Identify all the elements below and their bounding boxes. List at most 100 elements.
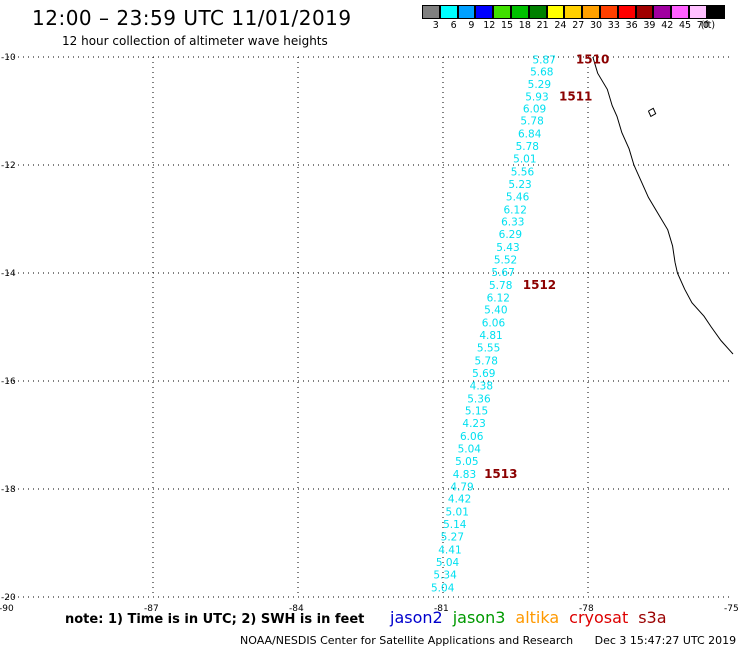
legend-swatch xyxy=(475,5,494,19)
swh-value: 5.78 xyxy=(475,355,498,367)
legend-swatch xyxy=(706,5,725,19)
lat-tick-label: -20 xyxy=(1,593,16,603)
legend-label: 24 xyxy=(554,20,567,31)
legend-label: 21 xyxy=(536,20,549,31)
legend-swatch xyxy=(439,5,458,19)
swh-value: 5.78 xyxy=(520,116,543,128)
legend-labels: 3 6 9 12 15 18 21 24 27 30 33 36 39 42 45 70 (ft) xyxy=(422,19,725,31)
legend-swatch xyxy=(635,5,654,19)
lon-tick-label: -81 xyxy=(434,604,449,614)
legend-swatch xyxy=(688,5,707,19)
satellite-legend: jason2 jason3 altika cryosat s3a xyxy=(390,608,677,627)
swh-value: 6.06 xyxy=(460,431,484,443)
legend-label: 27 xyxy=(572,20,585,31)
legend-label: 42 xyxy=(661,20,674,31)
swh-value: 5.29 xyxy=(528,79,551,91)
legend-label: 33 xyxy=(607,20,620,31)
satellite-jason2: jason2 xyxy=(390,608,443,627)
legend-swatch xyxy=(564,5,583,19)
swh-value: 6.12 xyxy=(487,292,510,304)
swh-value: 5.23 xyxy=(508,179,531,191)
legend-unit: (ft) xyxy=(700,20,716,31)
legend-label: 9 xyxy=(468,20,475,31)
time-label: 1512 xyxy=(523,278,556,292)
swh-value: 5.87 xyxy=(533,55,556,67)
lat-tick-label: -18 xyxy=(1,485,16,495)
lat-tick-label: -16 xyxy=(1,377,16,387)
legend-label: 70 xyxy=(696,20,709,31)
time-label: 1513 xyxy=(484,467,517,481)
swh-value: 5.36 xyxy=(467,393,491,405)
swh-value: 5.43 xyxy=(496,242,519,254)
swh-value: 5.01 xyxy=(446,507,469,519)
satellite-altika: altika xyxy=(515,608,560,627)
swh-value: 5.78 xyxy=(489,280,512,292)
swh-value: 4.23 xyxy=(462,418,485,430)
legend-swatches xyxy=(422,5,725,19)
legend-label: 30 xyxy=(590,20,603,31)
lon-tick-label: -75 xyxy=(724,604,739,614)
lat-tick-label: -10 xyxy=(1,53,16,63)
legend-label: 12 xyxy=(483,20,496,31)
swh-value: 4.81 xyxy=(479,330,502,342)
swh-value: 6.29 xyxy=(499,229,522,241)
swh-value: 6.12 xyxy=(504,204,527,216)
legend-label: 39 xyxy=(643,20,656,31)
swh-value: 5.69 xyxy=(472,368,495,380)
legend-label: 45 xyxy=(679,20,692,31)
legend-swatch xyxy=(528,5,547,19)
lon-tick-label: -87 xyxy=(144,604,159,614)
legend-swatch xyxy=(422,5,440,19)
legend-label: 6 xyxy=(450,20,457,31)
legend-swatch xyxy=(653,5,672,19)
swh-value: 5.68 xyxy=(530,67,553,79)
legend-swatch xyxy=(510,5,529,19)
swh-value: 5.78 xyxy=(516,141,539,153)
swh-value: 5.55 xyxy=(477,343,500,355)
map-subtitle: 12 hour collection of altimeter wave hei… xyxy=(62,34,328,48)
map-title: 12:00 – 23:59 UTC 11/01/2019 xyxy=(32,6,352,30)
swh-value: 5.01 xyxy=(513,154,536,166)
swh-value: 5.46 xyxy=(506,191,530,203)
swh-value: 6.33 xyxy=(501,217,524,229)
generation-timestamp: Dec 3 15:47:27 UTC 2019 xyxy=(594,634,737,647)
swh-value: 6.06 xyxy=(482,318,506,330)
swh-value: 4.38 xyxy=(470,380,493,392)
swh-value: 4.42 xyxy=(448,494,471,506)
swh-value: 5.27 xyxy=(441,532,464,544)
legend-swatch xyxy=(457,5,476,19)
swh-value: 5.04 xyxy=(458,444,482,456)
wave-height-legend: 3 6 9 12 15 18 21 24 27 30 33 36 39 42 45 70 (ft) xyxy=(422,5,725,31)
satellite-jason3: jason3 xyxy=(452,608,506,627)
swh-value: 5.52 xyxy=(494,255,517,267)
swh-value: 5.04 xyxy=(436,557,460,569)
legend-swatch xyxy=(617,5,636,19)
time-label: 1511 xyxy=(559,89,592,103)
legend-swatch xyxy=(493,5,511,19)
swh-value: 5.56 xyxy=(511,166,535,178)
lat-tick-label: -12 xyxy=(1,161,16,171)
lon-tick-label: -90 xyxy=(0,604,14,614)
swh-value: 4.79 xyxy=(450,481,473,493)
swh-value: 5.05 xyxy=(455,456,478,468)
swh-value: 5.67 xyxy=(491,267,514,279)
legend-label: 36 xyxy=(625,20,638,31)
swh-value: 5.04 xyxy=(431,582,455,594)
swh-value: 5.34 xyxy=(433,569,457,581)
lat-tick-label: -14 xyxy=(1,269,16,279)
time-label: 1510 xyxy=(576,53,609,67)
island-outline xyxy=(647,107,657,118)
legend-label: 3 xyxy=(432,20,439,31)
legend-swatch xyxy=(582,5,600,19)
swh-value: 5.15 xyxy=(465,406,488,418)
legend-swatch xyxy=(671,5,689,19)
legend-swatch xyxy=(546,5,565,19)
legend-swatch xyxy=(599,5,618,19)
lon-tick-label: -78 xyxy=(579,604,594,614)
swh-value: 4.83 xyxy=(453,469,476,481)
legend-label: 18 xyxy=(518,20,531,31)
swh-value: 5.93 xyxy=(525,91,548,103)
legend-label: 15 xyxy=(501,20,514,31)
satellite-s3a: s3a xyxy=(638,608,667,627)
